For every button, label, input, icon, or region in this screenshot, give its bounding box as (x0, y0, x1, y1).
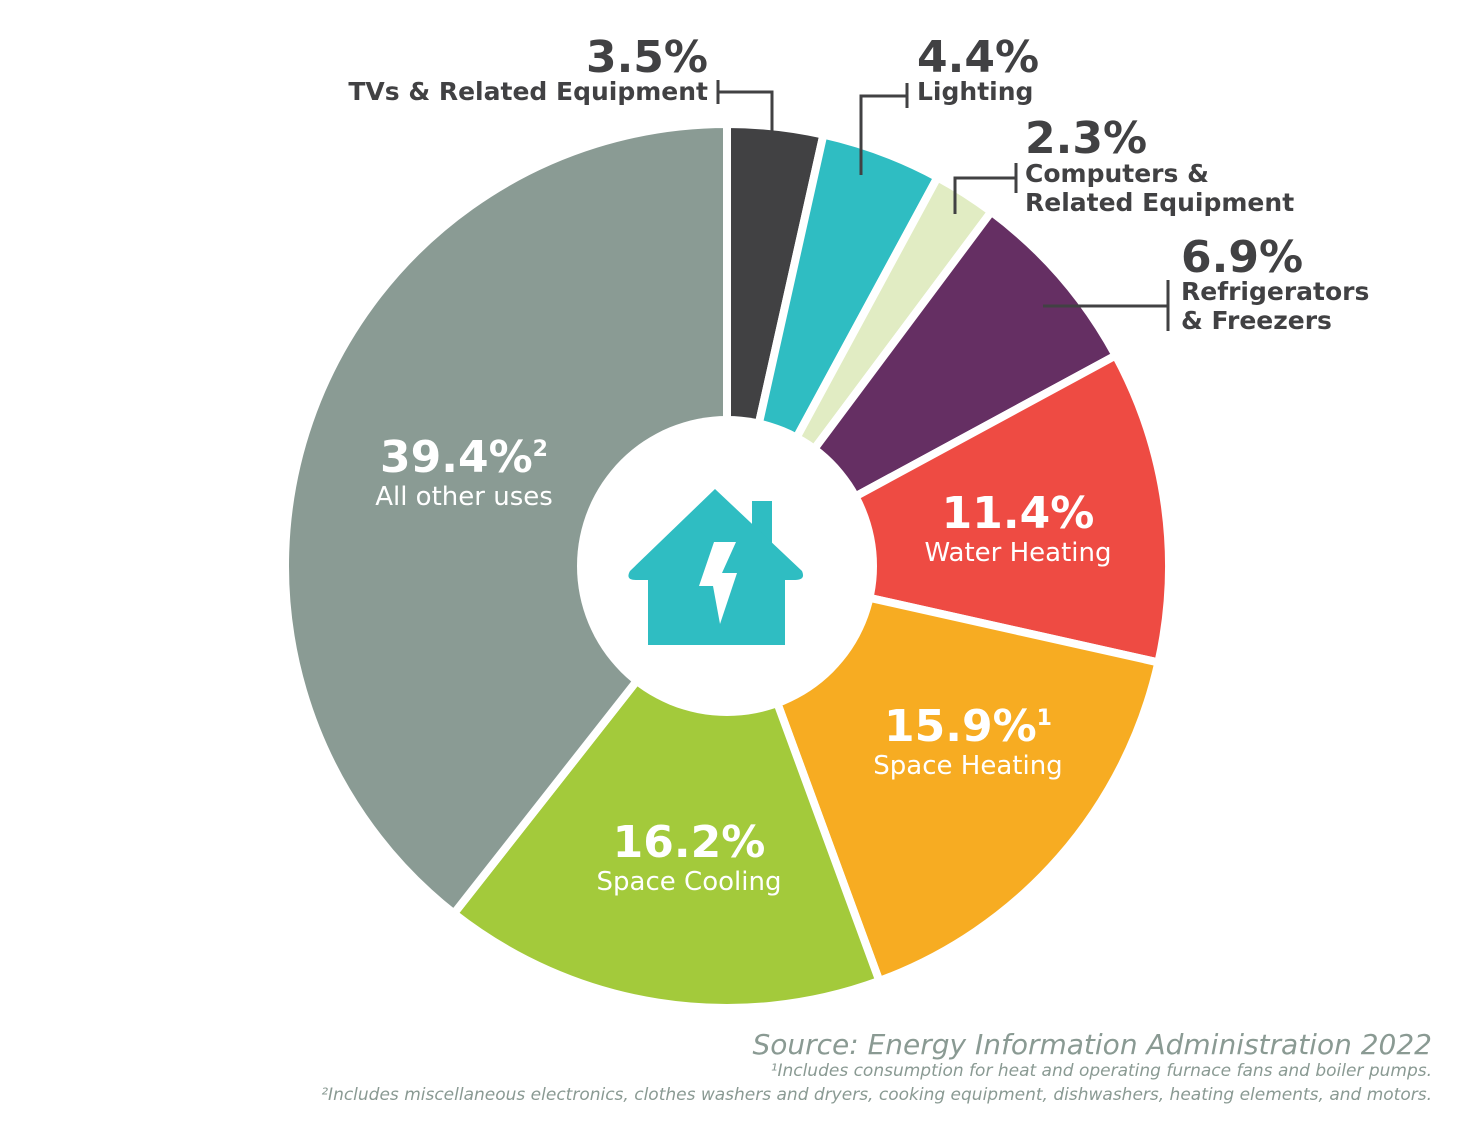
category-label-space-cooling: Space Cooling (597, 867, 782, 897)
slice-space-cooling (449, 562, 884, 1012)
value-label-refrigerators: 6.9% (1181, 232, 1303, 283)
leader-line-lighting (859, 83, 909, 175)
label-water-heating: 11.4%Water Heating (924, 488, 1111, 568)
label-computers: 2.3%Computers &Related Equipment (1025, 113, 1294, 217)
label-refrigerators: 6.9%Refrigerators& Freezers (1181, 232, 1369, 335)
source-note: Source: Energy Information Administratio… (752, 1028, 1432, 1061)
value-label-space-heating: 15.9%1 (884, 701, 1052, 752)
category-label-lighting: Lighting (917, 77, 1033, 106)
value-label-lighting: 4.4% (917, 32, 1039, 83)
category-label-refrigerators-line-2: & Freezers (1181, 306, 1332, 335)
footnote-1: ¹Includes consumption for heat and opera… (770, 1061, 1432, 1081)
leader-line-computers (953, 163, 1018, 214)
label-tvs: 3.5%TVs & Related Equipment (348, 32, 708, 106)
slice-all-other-uses (281, 120, 731, 918)
label-lighting: 4.4%Lighting (917, 32, 1039, 106)
footnote-marker-space-heating: 1 (1037, 706, 1052, 731)
category-label-tvs: TVs & Related Equipment (348, 77, 708, 106)
value-label-space-cooling: 16.2% (613, 817, 766, 868)
footnote-marker-all-other-uses: 2 (533, 437, 548, 462)
category-label-computers-line-2: Related Equipment (1025, 188, 1294, 217)
category-label-computers-line-1: Computers & (1025, 159, 1209, 188)
value-label-tvs: 3.5% (586, 32, 708, 83)
leader-line-refrigerators (1043, 280, 1170, 331)
category-label-water-heating: Water Heating (924, 538, 1111, 568)
category-label-refrigerators-line-1: Refrigerators (1181, 277, 1369, 306)
value-label-computers: 2.3% (1025, 113, 1147, 164)
value-label-water-heating: 11.4% (942, 488, 1095, 539)
category-label-space-heating: Space Heating (873, 751, 1062, 781)
value-label-all-other-uses: 39.4%2 (380, 432, 548, 483)
house-lightning-icon (628, 489, 804, 645)
category-label-all-other-uses: All other uses (375, 482, 553, 512)
label-space-cooling: 16.2%Space Cooling (597, 817, 782, 897)
footnote-2: ²Includes miscellaneous electronics, clo… (321, 1085, 1432, 1105)
leader-line-tvs (716, 80, 774, 178)
